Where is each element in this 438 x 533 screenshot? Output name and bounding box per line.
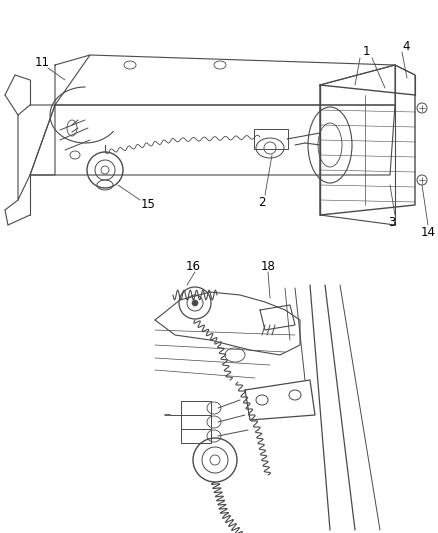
Text: 3: 3 bbox=[388, 215, 395, 229]
Text: 18: 18 bbox=[260, 260, 275, 272]
Text: 11: 11 bbox=[35, 55, 49, 69]
FancyBboxPatch shape bbox=[180, 401, 211, 415]
Text: 14: 14 bbox=[420, 225, 434, 238]
Text: 2: 2 bbox=[258, 196, 265, 208]
FancyBboxPatch shape bbox=[180, 429, 211, 443]
FancyBboxPatch shape bbox=[180, 415, 211, 429]
Text: 16: 16 bbox=[185, 261, 200, 273]
FancyBboxPatch shape bbox=[254, 129, 287, 149]
Text: 4: 4 bbox=[401, 39, 409, 52]
Ellipse shape bbox=[191, 300, 198, 306]
Text: 1: 1 bbox=[361, 44, 369, 58]
Text: 15: 15 bbox=[140, 198, 155, 211]
